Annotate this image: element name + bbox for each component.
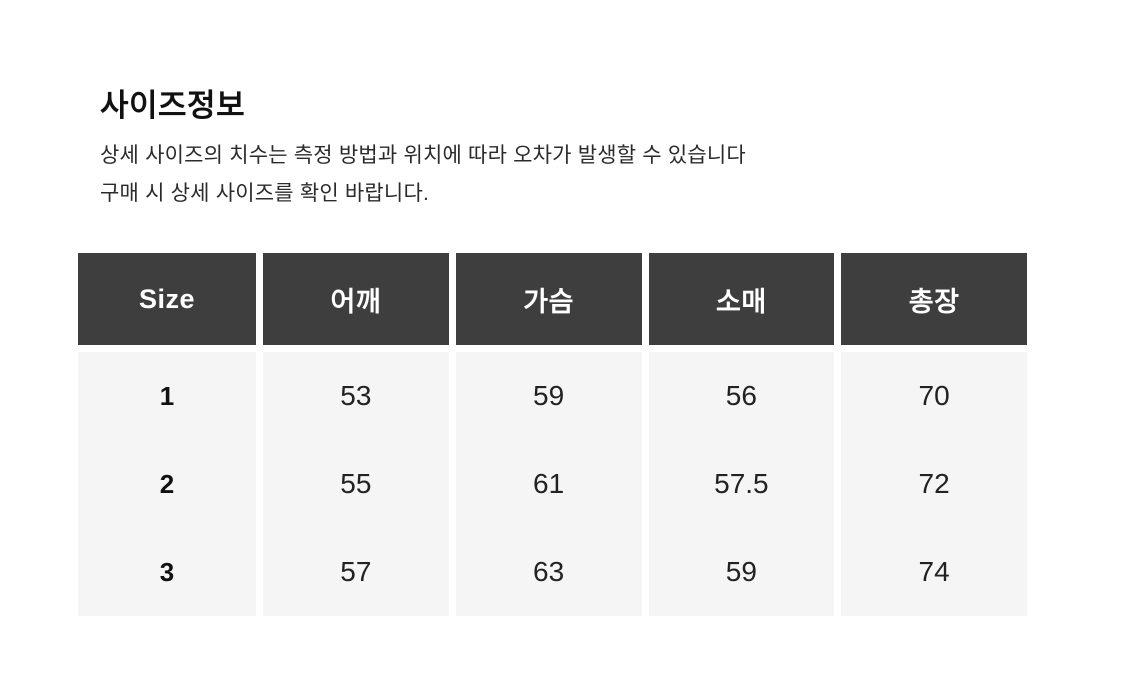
size-notice-line-1: 상세 사이즈의 치수는 측정 방법과 위치에 따라 오차가 발생할 수 있습니다 — [100, 144, 746, 167]
table-cell: 72 — [841, 440, 1027, 528]
size-table-body: 1 53 59 56 70 2 55 61 57.5 72 3 57 63 59… — [78, 352, 1027, 616]
table-cell: 74 — [841, 528, 1027, 616]
table-cell: 1 — [78, 352, 256, 440]
page-title: 사이즈정보 — [100, 88, 246, 123]
table-cell: 2 — [78, 440, 256, 528]
table-cell: 56 — [648, 352, 835, 440]
table-cell: 53 — [263, 352, 449, 440]
table-cell: 70 — [841, 352, 1027, 440]
header-cell-length: 총장 — [841, 253, 1027, 345]
header-cell-chest: 가슴 — [455, 253, 642, 345]
header-cell-size: Size — [78, 253, 256, 345]
size-notice-line-2: 구매 시 상세 사이즈를 확인 바랍니다. — [100, 182, 430, 205]
table-cell: 59 — [648, 528, 835, 616]
size-table-header-row: Size 어깨 가슴 소매 총장 — [78, 253, 1027, 345]
table-cell: 3 — [78, 528, 256, 616]
header-cell-shoulder: 어깨 — [263, 253, 449, 345]
header-cell-sleeve: 소매 — [648, 253, 835, 345]
table-cell: 55 — [263, 440, 449, 528]
table-cell: 57.5 — [648, 440, 835, 528]
table-cell: 63 — [455, 528, 642, 616]
table-cell: 61 — [455, 440, 642, 528]
table-cell: 59 — [455, 352, 642, 440]
size-table: Size 어깨 가슴 소매 총장 1 53 59 56 70 2 55 61 5… — [78, 253, 1027, 616]
table-cell: 57 — [263, 528, 449, 616]
